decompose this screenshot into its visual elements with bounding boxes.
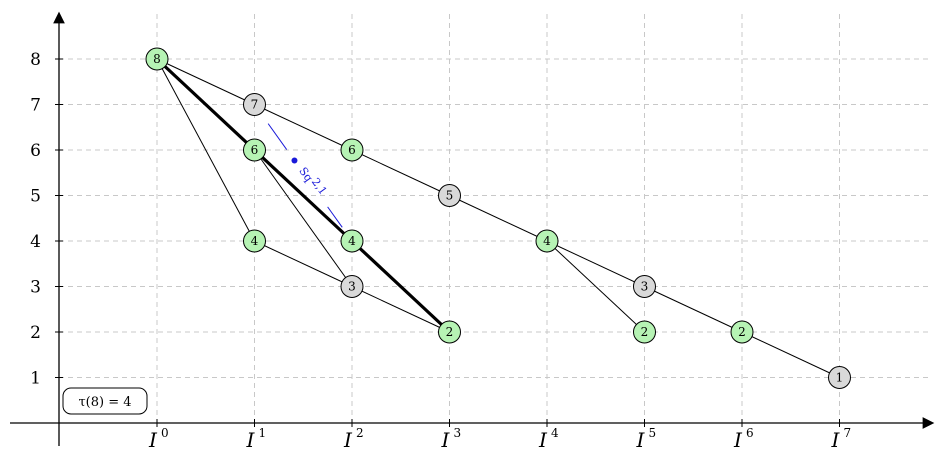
graph-node: 4 <box>340 229 364 253</box>
x-tick-exponent: 1 <box>259 426 267 440</box>
tau-box-frame <box>62 387 148 415</box>
graph-node: 4 <box>535 229 559 253</box>
edge <box>741 331 840 378</box>
x-tick-label: I <box>733 428 743 452</box>
tau-label: τ(8) = 4 <box>78 395 131 410</box>
edge <box>254 149 353 287</box>
edges <box>155 57 840 378</box>
x-tick-exponent: 4 <box>551 426 559 440</box>
sq-annotation-line <box>267 123 288 150</box>
edge <box>644 286 743 333</box>
node-label: 5 <box>446 189 454 203</box>
x-tick-label: I <box>538 428 548 452</box>
graph-node: 6 <box>243 138 266 162</box>
x-tick-exponent: 3 <box>454 426 462 440</box>
node-circle <box>438 184 461 207</box>
graph-node: 5 <box>438 184 461 207</box>
node-label: 8 <box>153 52 161 66</box>
bold-edge <box>252 148 354 243</box>
node-circle <box>243 93 266 116</box>
node-circle <box>340 229 364 253</box>
x-tick-label: I <box>343 428 353 452</box>
node-label: 6 <box>251 143 259 157</box>
node-label: 3 <box>348 280 356 294</box>
axes <box>10 11 935 446</box>
x-tick-label: I <box>246 428 256 452</box>
node-label: 7 <box>251 98 259 112</box>
y-tick-label: 6 <box>30 141 41 161</box>
y-tick-label: 4 <box>30 232 41 252</box>
y-tick-label: 7 <box>30 96 41 116</box>
node-label: 4 <box>543 234 551 248</box>
y-tick-label: 1 <box>30 369 41 389</box>
y-tick-label: 5 <box>30 187 41 207</box>
edge <box>254 104 353 151</box>
x-tick-label: I <box>831 428 841 452</box>
graph-node: 4 <box>243 229 266 253</box>
node-label: 2 <box>738 325 746 339</box>
edge <box>351 286 450 333</box>
sq-annotation-dot <box>291 157 298 164</box>
x-tick-label: I <box>636 428 646 452</box>
node-circle <box>828 366 851 389</box>
graph-node: 2 <box>438 320 461 344</box>
x-tick-label: I <box>148 428 158 452</box>
x-tick-label: I <box>441 428 451 452</box>
tau-box: τ(8) = 4 <box>62 387 148 415</box>
y-tick-label: 8 <box>30 50 41 70</box>
y-tick-label: 2 <box>30 323 41 343</box>
node-label: 4 <box>348 234 356 248</box>
edge <box>351 149 450 196</box>
y-tick-label: 3 <box>30 278 41 298</box>
node-circle <box>243 229 266 253</box>
x-tick-exponent: 6 <box>746 426 754 440</box>
edge <box>546 240 645 333</box>
node-label: 6 <box>348 143 356 157</box>
node-label: 3 <box>641 280 649 294</box>
node-label: 4 <box>251 234 259 248</box>
node-circle <box>145 47 169 71</box>
bold-edge <box>155 57 257 152</box>
node-circle <box>340 138 364 162</box>
node-circle <box>633 320 656 344</box>
edge <box>156 58 255 242</box>
nodes: 8 7 6 4 6 4 3 5 2 4 3 2 2 1 <box>145 47 851 389</box>
graph-node: 2 <box>730 320 754 344</box>
graph-node: 3 <box>633 275 656 298</box>
graph-node: 1 <box>828 366 851 389</box>
graph-node: 3 <box>340 275 364 298</box>
grid <box>59 14 928 423</box>
node-circle <box>730 320 754 344</box>
x-tick-exponent: 2 <box>356 426 364 440</box>
bold-edge <box>350 239 452 334</box>
graph-node: 8 <box>145 47 169 71</box>
node-circle <box>243 138 266 162</box>
node-circle <box>438 320 461 344</box>
edge <box>254 240 353 287</box>
x-tick-exponent: 0 <box>161 426 169 440</box>
graph-node: 7 <box>243 93 266 116</box>
node-label: 2 <box>641 325 649 339</box>
node-circle <box>340 275 364 298</box>
node-circle <box>633 275 656 298</box>
edge <box>546 240 645 287</box>
edge <box>156 58 255 105</box>
graph-node: 6 <box>340 138 364 162</box>
node-label: 1 <box>836 371 844 385</box>
node-circle <box>535 229 559 253</box>
annotations: Sq2,1 <box>267 123 343 228</box>
sq-annotation-line <box>327 206 343 228</box>
graph-node: 2 <box>633 320 656 344</box>
x-tick-exponent: 7 <box>844 426 852 440</box>
x-tick-exponent: 5 <box>649 426 657 440</box>
edge <box>449 195 548 242</box>
node-label: 2 <box>446 325 454 339</box>
